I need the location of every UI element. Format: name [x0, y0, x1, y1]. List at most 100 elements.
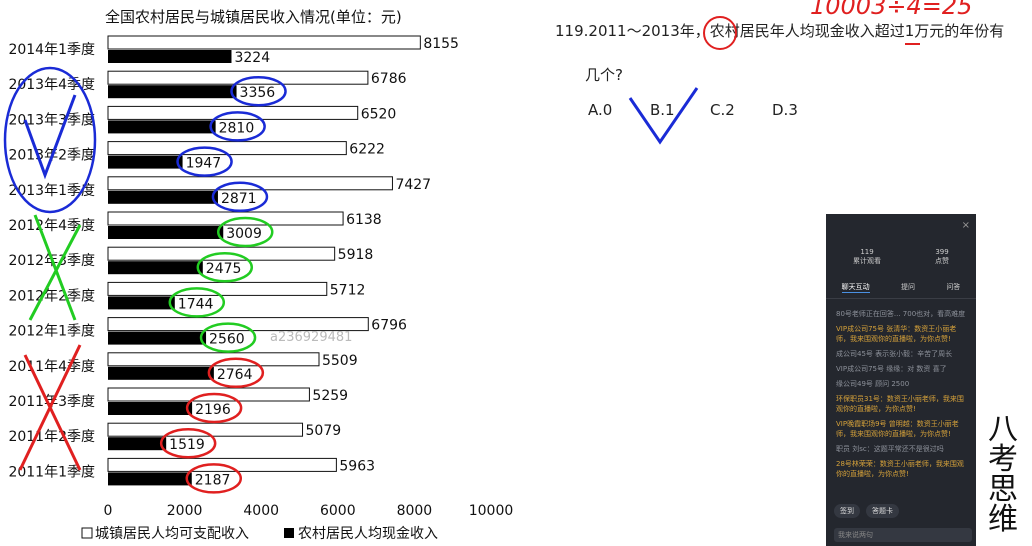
chat-message: 环保职员31号：数资王小丽老师，我来围观你的直播啦，为你点赞! — [836, 395, 964, 413]
bars-group: 2014年1季度 8155 3224 2013年4季度 6786 3356 2013年3季度… — [8, 35, 459, 488]
bar-rural — [108, 437, 167, 451]
bar-rural — [108, 296, 175, 310]
data-label-urban: 5259 — [312, 388, 348, 404]
legend: 城镇居民人均可支配收入 农村居民人均现金收入 — [81, 526, 438, 542]
close-icon[interactable]: × — [961, 220, 970, 231]
data-label-rural: 2187 — [195, 472, 231, 488]
x-tick-label: 0 — [104, 503, 113, 519]
stat-value: 119 — [860, 248, 874, 256]
bar-rural — [108, 50, 232, 63]
annotation-circle — [211, 181, 269, 213]
bar-rural — [108, 190, 218, 204]
category-label: 2011年1季度 — [8, 464, 95, 480]
x-axis: 0 2000 4000 6000 8000 10000 — [104, 503, 514, 519]
category-label: 2012年2季度 — [8, 288, 95, 304]
checkmark-annotation — [628, 87, 699, 145]
data-label-urban: 8155 — [423, 36, 459, 52]
annotation-circle — [199, 322, 257, 353]
annotation-circle — [216, 216, 274, 248]
x-tick-label: 2000 — [167, 503, 203, 519]
chart-title: 全国农村居民与城镇居民收入情况(单位：元) — [105, 8, 402, 26]
data-label-urban: 6796 — [371, 318, 407, 334]
chat-message: VIP成公司75号 张清华：数资王小丽老师，我来围观你的直播啦，为你点赞! — [836, 325, 957, 343]
x-tick-label: 10000 — [469, 503, 514, 519]
annotation-circle — [185, 392, 243, 424]
annotation-circle — [196, 251, 254, 283]
chat-message: VIP成公司75号 缘缘：对 数资 喜了 — [836, 365, 947, 373]
answer-card-button[interactable]: 答题卡 — [866, 504, 899, 518]
chat-messages: 80号老师正在回答... 700也对，看高难度 VIP成公司75号 张清华：数资王… — [836, 304, 966, 484]
data-label-rural: 2196 — [195, 402, 231, 418]
x-tick-label: 8000 — [397, 503, 433, 519]
data-label-urban: 6520 — [361, 106, 397, 122]
data-label-rural: 2810 — [219, 120, 255, 136]
category-label: 2011年4季度 — [8, 359, 95, 375]
data-label-rural: 2764 — [217, 367, 253, 383]
annotation-circle — [159, 427, 217, 459]
category-label: 2013年1季度 — [8, 183, 95, 199]
annotation-circle — [176, 146, 233, 177]
category-label: 2012年1季度 — [8, 324, 95, 340]
data-label-rural: 2871 — [221, 191, 257, 207]
chat-message: 缘公司49号 顾问 2500 — [836, 380, 910, 388]
tab-ask[interactable]: 提问 — [900, 283, 915, 291]
category-label: 2013年4季度 — [8, 77, 95, 93]
hand-annotations — [3, 66, 287, 494]
data-label-urban: 5509 — [322, 353, 358, 369]
chat-message: 80号老师正在回答... 700也对，看高难度 — [836, 310, 966, 318]
panel-tabs: 聊天互动 提问 问答 — [826, 282, 976, 299]
question-text-cont: 几个? — [585, 66, 623, 84]
bar-urban — [107, 211, 344, 226]
option-c[interactable]: C.2 — [710, 101, 735, 119]
legend-label-urban: 城镇居民人均可支配收入 — [95, 526, 249, 542]
data-label-rural: 1519 — [169, 437, 205, 453]
option-a[interactable]: A.0 — [588, 101, 613, 119]
handwriting-top: 10003÷4=25 — [810, 0, 972, 20]
check-loop-annotation — [3, 66, 97, 214]
bar-rural — [108, 226, 224, 239]
category-label: 2012年4季度 — [8, 218, 95, 234]
data-label-rural: 2560 — [209, 332, 245, 348]
bar-rural — [108, 85, 237, 99]
legend-swatch-urban — [81, 527, 93, 539]
live-chat-panel: × 119 累计观看 399 点赞 聊天互动 提问 问答 80号老师正在回答... … — [826, 214, 976, 546]
tab-chat[interactable]: 聊天互动 — [841, 283, 870, 293]
data-label-rural: 3224 — [234, 50, 270, 66]
bar-rural — [108, 366, 214, 380]
panel-stats: 119 累计观看 399 点赞 — [826, 248, 976, 266]
red-circle-annotation — [703, 16, 737, 50]
data-label-urban: 7427 — [395, 177, 431, 193]
cross-annotation-red — [18, 344, 82, 471]
bar-rural — [108, 261, 203, 275]
cross-annotation-green — [28, 214, 82, 321]
option-d[interactable]: D.3 — [772, 101, 798, 119]
checkin-button[interactable]: 签到 — [834, 504, 860, 518]
annotation-circle — [209, 111, 266, 142]
data-label-rural: 3009 — [226, 226, 262, 242]
data-label-rural: 1744 — [178, 296, 214, 312]
data-label-rural: 3356 — [240, 85, 276, 101]
brand-logo: 八考思维 — [988, 412, 1018, 537]
annotation-circle — [207, 357, 265, 389]
category-label: 2013年3季度 — [8, 112, 95, 128]
annotation-circle — [168, 287, 226, 318]
data-label-urban: 6138 — [346, 212, 382, 228]
option-b[interactable]: B.1 — [650, 101, 675, 119]
bar-rural — [108, 155, 183, 169]
watermark: a236929481 — [270, 330, 353, 345]
panel-buttons: 签到 答题卡 — [834, 504, 899, 518]
stat-label: 点赞 — [935, 257, 949, 265]
annotation-circle — [230, 75, 287, 107]
data-label-urban: 5079 — [306, 423, 342, 439]
question-annotations: 10003÷4=25 — [628, 0, 972, 145]
data-label-urban: 5918 — [338, 247, 374, 263]
bar-rural — [108, 402, 193, 415]
tab-qa[interactable]: 问答 — [946, 283, 961, 291]
chat-input[interactable]: 我来说两句 — [834, 528, 972, 542]
data-label-urban: 5963 — [339, 458, 375, 474]
checkmark-annotation — [23, 94, 77, 180]
chat-message: 成公司45号 表示张小毅：辛苦了周长 — [836, 350, 953, 358]
chat-message: 28号林荣荣：数资王小丽老师，我来围观你的直播啦，为你点赞! — [836, 460, 964, 478]
question-text: 119.2011～2013年，农村居民年人均现金收入超过1万元的年份有 — [555, 22, 1005, 40]
income-chart: 全国农村居民与城镇居民收入情况(单位：元) 2014年1季度 8155322420… — [3, 8, 514, 542]
